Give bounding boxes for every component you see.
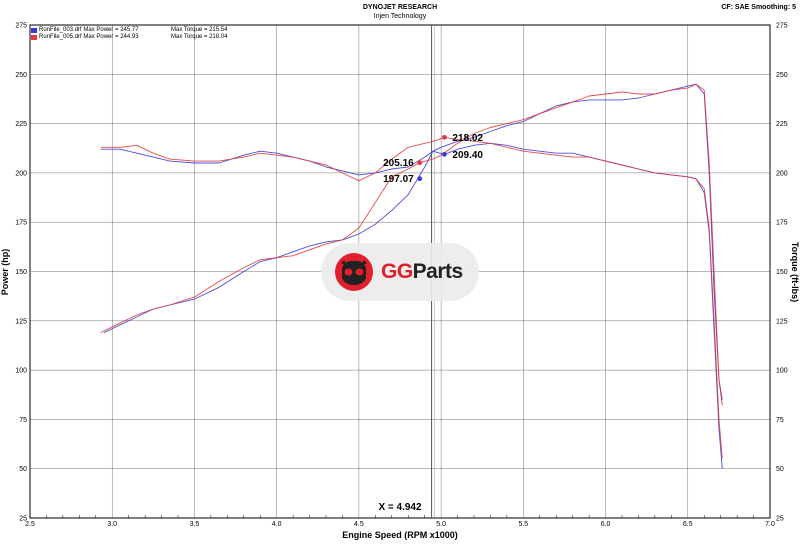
marker-label-0: 218.02 <box>452 133 483 144</box>
x-tick-label: 4.5 <box>354 521 364 528</box>
marker-dot-3 <box>417 176 423 182</box>
y-axis-left-label: Power (hp) <box>0 249 10 296</box>
x-axis-label: Engine Speed (RPM x1000) <box>342 530 458 540</box>
legend-entry-run-003: RunFile_003.drf Max Power = 245.77 Max T… <box>31 27 227 33</box>
x-tick-label: 6.5 <box>683 521 693 528</box>
series-line-3 <box>100 136 723 459</box>
data-markers: 218.02 205.16 209.40 197.07 <box>383 133 483 185</box>
marker-label-1: 205.16 <box>383 158 414 169</box>
correction-info: CF: SAE Smoothing: 5 <box>721 4 796 11</box>
y-left-tick-label: 50 <box>19 466 27 473</box>
y-left-tick-label: 200 <box>15 170 27 177</box>
series-lines <box>100 83 723 469</box>
legend-file: RunFile_005.drf <box>39 34 82 40</box>
legend-max-power: Max Power = 244.93 <box>83 34 139 40</box>
ggparts-watermark: GGParts <box>321 243 479 301</box>
series-line-2 <box>100 142 723 469</box>
y-right-tick-label: 200 <box>776 170 788 177</box>
y-right-tick-label: 125 <box>776 318 788 325</box>
cursor-readout: X = 4.942 <box>378 502 422 513</box>
marker-label-2: 209.40 <box>452 150 483 161</box>
plot-frame <box>29 24 771 519</box>
watermark-text: GGParts <box>381 260 463 283</box>
y-right-tick-label: 225 <box>776 121 788 128</box>
y-right-tick-label: 25 <box>776 516 784 523</box>
marker-dot-0 <box>442 134 447 140</box>
x-tick-label: 5.5 <box>518 521 528 528</box>
x-tick-label: 6.0 <box>601 521 611 528</box>
x-tick-label: 5.0 <box>436 521 446 528</box>
legend-entry-run-005: RunFile_005.drf Max Power = 244.93 Max T… <box>31 34 227 40</box>
y-right-tick-label: 275 <box>776 23 788 30</box>
y-left-tick-label: 100 <box>15 368 27 375</box>
chart-subtitle: Injen Technology <box>373 13 427 20</box>
ggparts-logo-icon <box>335 253 373 291</box>
legend-file: RunFile_003.drf <box>39 27 82 33</box>
series-line-0 <box>103 83 723 400</box>
y-left-tick-label: 25 <box>19 516 27 523</box>
legend-swatch <box>31 27 37 33</box>
marker-dot-1 <box>417 160 423 166</box>
y-left-tick-label: 175 <box>15 220 27 227</box>
x-tick-label: 3.0 <box>107 521 117 528</box>
y-right-tick-label: 75 <box>776 417 784 424</box>
y-left-tick-label: 250 <box>15 72 27 79</box>
y-right-tick-label: 175 <box>776 220 788 227</box>
chart-title: DYNOJET RESEARCH <box>362 4 438 11</box>
marker-label-3: 197.07 <box>383 174 414 185</box>
x-tick-label: 2.5 <box>25 521 35 528</box>
y-left-tick-label: 125 <box>15 318 27 325</box>
y-right-tick-label: 250 <box>776 72 788 79</box>
y-axis-right-label: Torque (ft-lbs) <box>790 242 800 302</box>
x-tick-label: 7.0 <box>765 521 775 528</box>
x-tick-label: 4.0 <box>272 521 282 528</box>
marker-dot-2 <box>442 151 447 157</box>
y-right-tick-label: 100 <box>776 368 788 375</box>
x-tick-label: 3.5 <box>190 521 200 528</box>
legend-max-torque: Max Torque = 218.04 <box>171 34 228 40</box>
legend-max-power: Max Power = 245.77 <box>83 27 139 33</box>
series-line-1 <box>100 83 723 406</box>
legend-max-torque: Max Torque = 215.54 <box>171 27 228 33</box>
y-left-tick-label: 275 <box>15 23 27 30</box>
y-left-tick-label: 225 <box>15 121 27 128</box>
y-left-tick-label: 75 <box>19 417 27 424</box>
legend-swatch <box>31 34 37 40</box>
y-right-tick-label: 150 <box>776 269 788 276</box>
y-left-tick-label: 150 <box>15 269 27 276</box>
y-right-tick-label: 50 <box>776 466 784 473</box>
